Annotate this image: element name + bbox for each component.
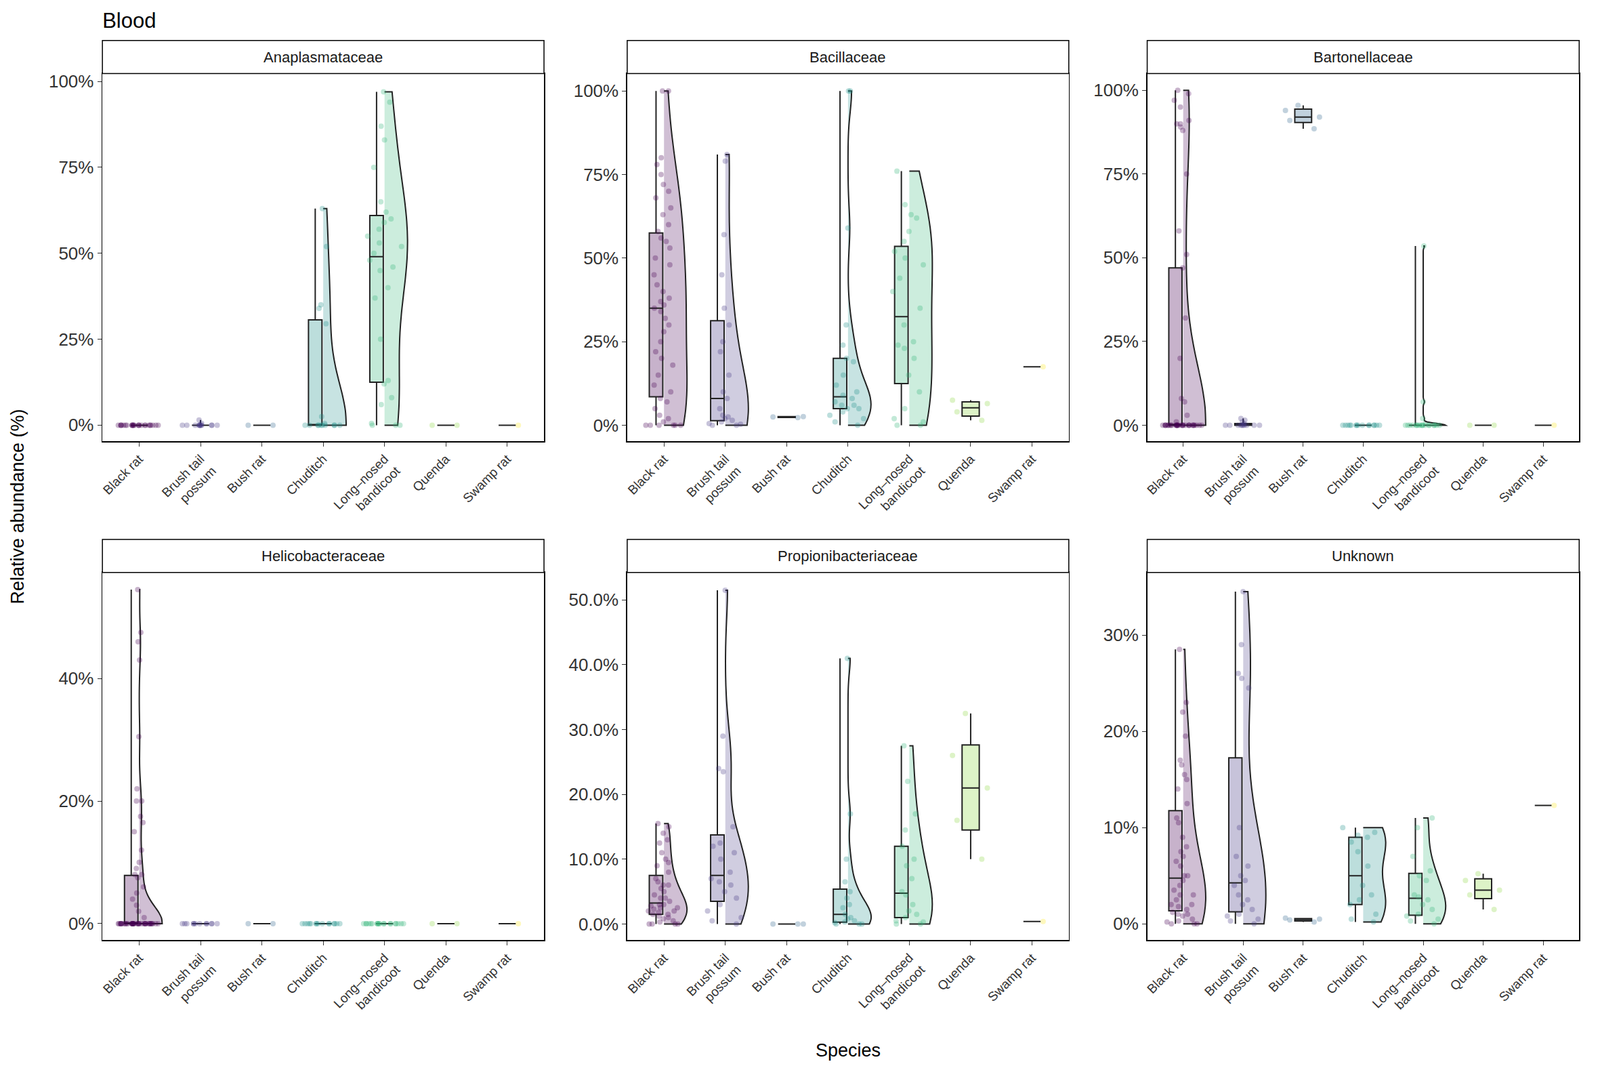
svg-text:30.0%: 30.0% [568, 719, 619, 740]
svg-text:Brush tailpossum: Brush tailpossum [683, 950, 744, 1010]
svg-text:Swamp rat: Swamp rat [459, 949, 515, 1004]
svg-text:Black rat: Black rat [625, 949, 672, 996]
svg-text:20.0%: 20.0% [568, 783, 619, 805]
svg-text:50%: 50% [1103, 247, 1139, 268]
svg-text:0.0%: 0.0% [578, 913, 619, 935]
svg-text:75%: 75% [1103, 163, 1139, 185]
svg-text:50%: 50% [58, 243, 94, 264]
svg-text:Long–nosedbandicoot: Long–nosedbandicoot [855, 451, 929, 524]
svg-text:Quenda: Quenda [409, 950, 453, 994]
svg-text:50%: 50% [583, 247, 619, 269]
svg-text:Bush rat: Bush rat [224, 949, 269, 994]
svg-text:0%: 0% [68, 414, 95, 435]
svg-text:10.0%: 10.0% [568, 848, 619, 870]
svg-text:Swamp rat: Swamp rat [1496, 949, 1551, 1004]
svg-text:100%: 100% [48, 71, 95, 92]
svg-text:0%: 0% [1112, 913, 1139, 934]
svg-text:Chuditch: Chuditch [1323, 451, 1370, 498]
svg-text:75%: 75% [58, 157, 94, 178]
svg-text:Blood: Blood [102, 8, 156, 33]
svg-text:Swamp rat: Swamp rat [459, 451, 515, 506]
svg-text:Black rat: Black rat [100, 949, 147, 996]
svg-text:0%: 0% [1112, 415, 1139, 436]
svg-text:Quenda: Quenda [934, 451, 978, 494]
svg-text:Long–nosedbandicoot: Long–nosedbandicoot [330, 949, 404, 1023]
svg-text:Unknown: Unknown [1331, 547, 1395, 565]
svg-text:Anaplasmataceae: Anaplasmataceae [263, 48, 383, 66]
svg-text:20%: 20% [58, 790, 94, 811]
svg-text:Quenda: Quenda [409, 451, 453, 494]
svg-text:Helicobacteraceae: Helicobacteraceae [261, 547, 385, 565]
svg-text:Chuditch: Chuditch [1323, 950, 1370, 997]
svg-text:Bush rat: Bush rat [1266, 451, 1311, 496]
svg-text:Chuditch: Chuditch [283, 451, 330, 498]
svg-text:Swamp rat: Swamp rat [984, 451, 1040, 506]
svg-text:Species: Species [815, 1039, 881, 1061]
svg-text:Brush tailpossum: Brush tailpossum [159, 451, 219, 512]
svg-text:Swamp rat: Swamp rat [984, 949, 1040, 1004]
svg-text:Chuditch: Chuditch [808, 950, 855, 997]
svg-text:Brush tailpossum: Brush tailpossum [683, 451, 744, 512]
svg-text:Swamp rat: Swamp rat [1496, 451, 1551, 506]
svg-text:25%: 25% [1103, 331, 1139, 352]
svg-text:Relative abundance (%): Relative abundance (%) [7, 408, 28, 604]
svg-text:Propionibacteriaceae: Propionibacteriaceae [777, 547, 918, 565]
svg-text:Quenda: Quenda [1446, 950, 1490, 994]
svg-text:Black rat: Black rat [1144, 451, 1191, 498]
svg-text:Bartonellaceae: Bartonellaceae [1313, 48, 1414, 66]
svg-text:Quenda: Quenda [934, 950, 978, 994]
svg-text:20%: 20% [1103, 720, 1139, 742]
svg-text:25%: 25% [58, 329, 94, 350]
svg-text:25%: 25% [583, 331, 619, 352]
svg-text:Long–nosedbandicoot: Long–nosedbandicoot [1369, 949, 1443, 1023]
svg-text:75%: 75% [583, 164, 619, 185]
svg-text:Chuditch: Chuditch [808, 451, 855, 498]
svg-text:Long–nosedbandicoot: Long–nosedbandicoot [330, 451, 404, 524]
svg-text:Bush rat: Bush rat [1266, 949, 1311, 994]
svg-text:40.0%: 40.0% [568, 654, 619, 675]
svg-text:Brush tailpossum: Brush tailpossum [1201, 451, 1262, 512]
svg-text:Black rat: Black rat [625, 451, 672, 498]
svg-text:Bush rat: Bush rat [749, 451, 794, 496]
svg-text:Long–nosedbandicoot: Long–nosedbandicoot [1369, 451, 1443, 524]
svg-text:Bush rat: Bush rat [224, 451, 269, 496]
svg-text:Bush rat: Bush rat [749, 949, 794, 994]
svg-text:Black rat: Black rat [1144, 949, 1191, 996]
svg-text:Long–nosedbandicoot: Long–nosedbandicoot [855, 949, 929, 1023]
svg-text:Quenda: Quenda [1446, 451, 1490, 494]
svg-text:0%: 0% [68, 913, 95, 934]
svg-text:100%: 100% [573, 80, 620, 101]
svg-text:Bacillaceae: Bacillaceae [809, 48, 887, 66]
svg-text:Chuditch: Chuditch [283, 950, 330, 997]
svg-text:0%: 0% [593, 415, 620, 436]
svg-text:Brush tailpossum: Brush tailpossum [159, 950, 219, 1010]
svg-text:30%: 30% [1103, 624, 1139, 645]
svg-text:50.0%: 50.0% [568, 589, 619, 610]
svg-text:Black rat: Black rat [100, 451, 147, 498]
svg-text:Brush tailpossum: Brush tailpossum [1201, 950, 1262, 1010]
svg-text:10%: 10% [1103, 816, 1139, 838]
svg-text:100%: 100% [1093, 79, 1139, 101]
svg-text:40%: 40% [58, 667, 94, 689]
